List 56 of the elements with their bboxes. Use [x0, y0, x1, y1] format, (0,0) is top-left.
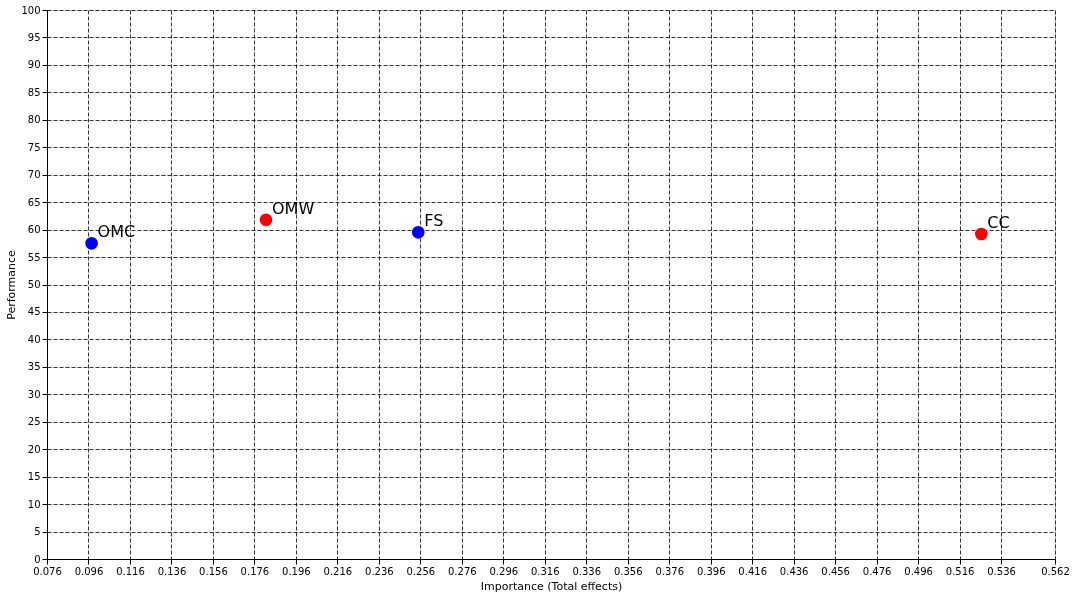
y-tick-label: 95: [27, 31, 41, 43]
x-tick-label: 0.316: [530, 565, 560, 577]
y-tick-label: 45: [27, 306, 41, 318]
x-tick-label: 0.562: [1041, 565, 1070, 577]
y-tick-label: 15: [27, 471, 41, 483]
x-tick-label: 0.536: [987, 565, 1016, 577]
annotation: CC: [987, 212, 1010, 232]
y-tick-label: 75: [27, 141, 41, 153]
y-tick-label: 60: [27, 224, 41, 236]
y-tick-label: 10: [27, 498, 41, 510]
x-tick-label: 0.436: [779, 565, 809, 577]
annotation: OMW: [272, 198, 315, 218]
x-tick-label: 0.396: [696, 565, 726, 577]
x-tick-label: 0.356: [613, 565, 643, 577]
y-tick-label: 25: [27, 416, 41, 428]
y-tick-label: 90: [27, 59, 41, 71]
point: [975, 227, 988, 241]
x-tick-label: 0.096: [74, 565, 104, 577]
annotation: FS: [424, 211, 444, 231]
x-tick-label: 0.516: [945, 565, 975, 577]
y-tick-label: 50: [27, 279, 41, 290]
y-tick-label: 30: [27, 388, 41, 400]
x-tick-label: 0.196: [282, 565, 311, 577]
y-axis-title: Performance: [5, 249, 19, 320]
x-tick-label: 0.156: [199, 565, 228, 577]
x-tick-label: 0.496: [904, 565, 933, 577]
x-tick-label: 0.176: [240, 565, 270, 577]
x-tick-label: 0.376: [655, 565, 685, 577]
x-tick-label: 0.276: [447, 565, 477, 577]
y-tick-label: 65: [27, 196, 41, 208]
point: [411, 226, 425, 239]
y-tick-label: 40: [27, 333, 41, 345]
x-tick-label: 0.236: [365, 565, 394, 577]
y-tick-label: 100: [21, 4, 41, 16]
x-tick-label: 0.116: [116, 565, 145, 577]
y-tick-label: 5: [34, 526, 41, 538]
annotation: OMC: [97, 222, 136, 242]
x-tick-label: 0.256: [406, 565, 436, 577]
y-tick-label: 55: [27, 251, 41, 263]
x-tick-label: 0.296: [489, 565, 519, 577]
x-tick-label: 0.476: [862, 565, 892, 577]
y-tick-label: 35: [27, 361, 41, 373]
point: [259, 213, 273, 227]
x-tick-label: 0.456: [821, 565, 850, 577]
x-tick-label: 0.336: [572, 565, 602, 577]
y-tick-label: 20: [27, 443, 41, 455]
point: [85, 237, 98, 250]
x-tick-label: 0.076: [33, 565, 62, 577]
x-axis-title: Importance (Total effects): [480, 579, 623, 593]
y-tick-label: 70: [27, 169, 41, 181]
x-tick-label: 0.216: [323, 565, 353, 577]
y-tick-label: 0: [34, 553, 41, 565]
y-tick-label: 80: [27, 114, 41, 126]
y-tick-label: 85: [27, 86, 41, 98]
x-tick-label: 0.416: [738, 565, 768, 577]
x-tick-label: 0.136: [157, 565, 187, 577]
